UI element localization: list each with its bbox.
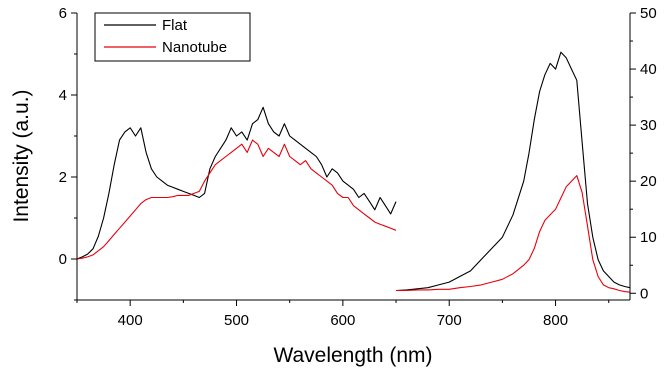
x-tick-label-400: 400 <box>118 312 143 329</box>
y-right-tick-label-30: 30 <box>640 117 657 134</box>
legend-label-nanotube: Nanotube <box>162 39 227 56</box>
y-left-tick-label-2: 2 <box>59 169 67 186</box>
x-axis-title: Wavelength (nm) <box>273 344 432 367</box>
series-layer <box>77 51 630 293</box>
series-line-nanotube-left-0 <box>77 139 397 260</box>
axes-layer <box>76 13 631 301</box>
y-axis-title: Intensity (a.u.) <box>10 89 33 222</box>
x-tick-label-700: 700 <box>437 312 462 329</box>
y-left-tick-label-6: 6 <box>59 5 67 22</box>
y-right-tick-label-40: 40 <box>640 61 657 78</box>
x-tick-label-600: 600 <box>330 312 355 329</box>
y-right-tick-label-10: 10 <box>640 229 657 246</box>
series-line-flat-right-1 <box>395 51 630 292</box>
series-line-nanotube-right-1 <box>396 175 630 293</box>
ticks-layer: 400 500 600 700 800 0 2 4 6 0 10 20 30 40 50 <box>59 5 657 329</box>
x-tick-label-500: 500 <box>224 312 249 329</box>
y-right-tick-label-0: 0 <box>640 285 648 302</box>
y-left-tick-label-0: 0 <box>59 251 67 268</box>
series-line-flat-left-0 <box>77 106 397 260</box>
legend-label-flat: Flat <box>162 17 188 34</box>
y-left-tick-label-4: 4 <box>59 87 67 104</box>
y-right-tick-label-20: 20 <box>640 173 657 190</box>
legend: Flat Nanotube <box>94 12 251 62</box>
legend-box <box>94 12 251 62</box>
x-tick-label-800: 800 <box>543 312 568 329</box>
y-right-tick-label-50: 50 <box>640 5 657 22</box>
